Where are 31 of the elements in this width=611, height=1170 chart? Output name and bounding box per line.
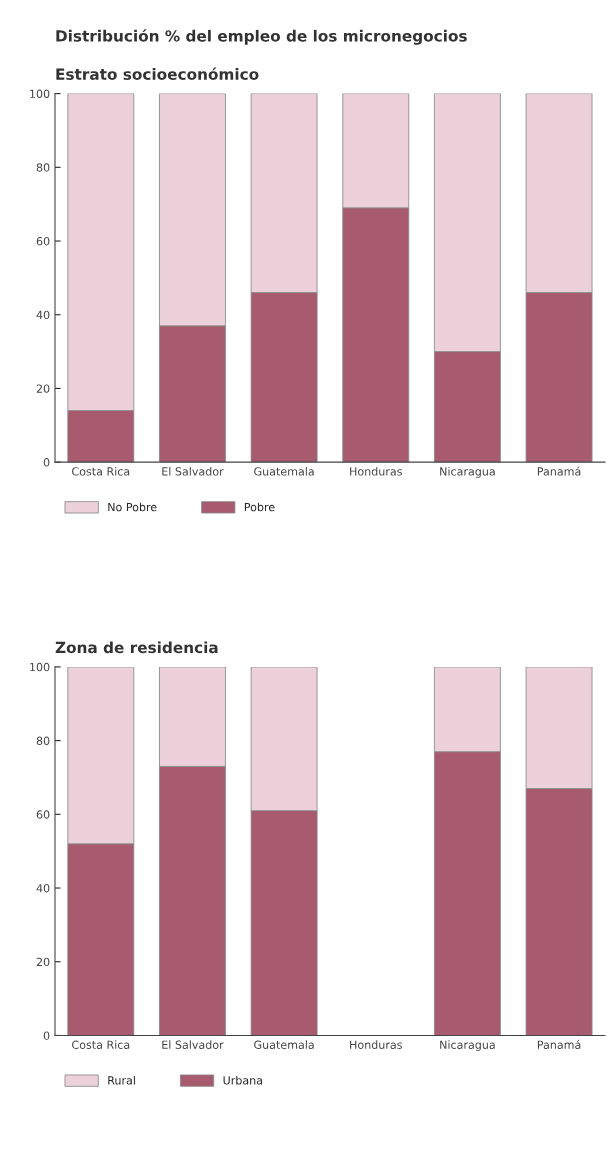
y-tick-label: 0 <box>43 458 50 467</box>
chart-subtitle: Zona de residencia <box>55 641 218 654</box>
x-tick-label: Honduras <box>350 467 402 476</box>
y-tick-label: 80 <box>36 163 50 172</box>
x-tick-label: Costa Rica <box>72 467 130 476</box>
y-tick-label: 60 <box>36 810 50 819</box>
x-tick-label: El Salvador <box>162 467 224 476</box>
legend-label: Rural <box>108 1075 135 1085</box>
x-tick-label: Panamá <box>537 1039 581 1049</box>
y-tick-label: 80 <box>36 736 50 745</box>
x-tick-label: Honduras <box>350 1040 402 1049</box>
y-tick-label: 40 <box>36 310 50 320</box>
y-tick-label: 0 <box>43 1031 50 1040</box>
legend-label: No Pobre <box>108 502 157 512</box>
y-tick-label: 20 <box>36 957 50 967</box>
x-tick-label: Guatemala <box>254 467 314 476</box>
x-tick-label: Nicaragua <box>440 1040 495 1052</box>
x-tick-label: Nicaragua <box>440 467 495 478</box>
legend-label: Urbana <box>223 1075 263 1085</box>
y-tick-label: 60 <box>36 236 50 246</box>
legend-label: Pobre <box>244 502 275 512</box>
chart-subtitle: Estrato socioeconómico <box>56 67 259 80</box>
chart-title: Distribución % del empleo de los micronegocios <box>56 29 467 45</box>
x-tick-label: El Salvador <box>162 1040 224 1049</box>
y-tick-label: 20 <box>36 384 50 393</box>
y-tick-label: 100 <box>30 89 50 98</box>
x-tick-label: Costa Rica <box>72 1040 130 1049</box>
y-tick-label: 100 <box>30 662 50 672</box>
x-tick-label: Guatemala <box>254 1040 314 1049</box>
y-tick-label: 40 <box>36 884 50 893</box>
x-tick-label: Panamá <box>537 466 581 476</box>
